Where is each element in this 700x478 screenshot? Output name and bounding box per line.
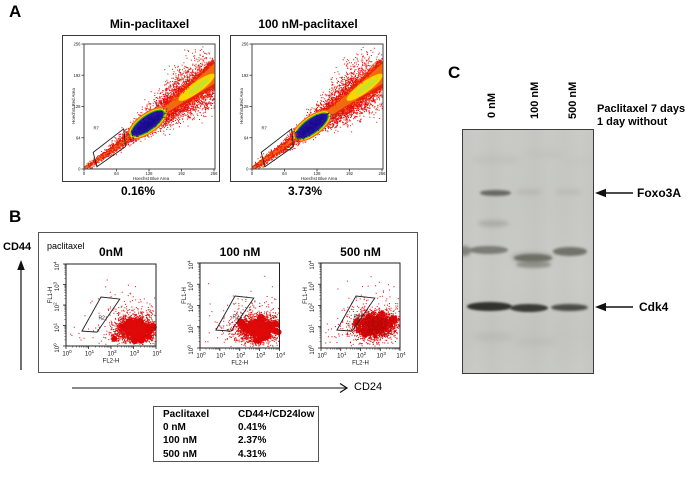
svg-text:101: 101	[187, 324, 195, 334]
svg-text:0: 0	[251, 171, 254, 176]
svg-text:100: 100	[317, 351, 327, 359]
svg-text:192: 192	[346, 171, 354, 176]
svg-text:256: 256	[211, 171, 219, 176]
svg-text:64: 64	[76, 135, 81, 140]
svg-text:Hoechst Red Area: Hoechst Red Area	[71, 88, 76, 124]
svg-text:102: 102	[236, 351, 246, 359]
svg-text:FL2-H: FL2-H	[352, 361, 369, 367]
svg-text:101: 101	[53, 322, 61, 332]
svg-text:103: 103	[308, 281, 316, 291]
svg-text:128: 128	[74, 104, 82, 109]
svg-text:102: 102	[308, 302, 316, 312]
svg-text:100: 100	[62, 349, 72, 357]
svg-text:100: 100	[308, 345, 316, 355]
svg-text:103: 103	[256, 351, 266, 359]
svg-text:101: 101	[85, 349, 95, 357]
svg-text:101: 101	[308, 324, 316, 334]
svg-text:64: 64	[244, 135, 249, 140]
svg-text:103: 103	[130, 349, 140, 357]
svg-text:Hoechst Blue Area: Hoechst Blue Area	[301, 176, 338, 181]
svg-text:102: 102	[187, 302, 195, 312]
svg-text:100: 100	[187, 345, 195, 355]
svg-text:103: 103	[187, 281, 195, 291]
svg-text:R2: R2	[233, 315, 240, 321]
svg-text:128: 128	[314, 171, 322, 176]
svg-text:102: 102	[357, 351, 367, 359]
svg-text:64: 64	[282, 171, 287, 176]
svg-text:192: 192	[178, 171, 186, 176]
svg-text:0: 0	[246, 167, 249, 172]
svg-text:R2: R2	[354, 315, 361, 321]
svg-text:256: 256	[74, 42, 82, 47]
svg-text:102: 102	[53, 302, 61, 312]
svg-text:FL2-H: FL2-H	[231, 361, 248, 367]
svg-text:Hoechst Blue Area: Hoechst Blue Area	[133, 176, 170, 181]
svg-text:102: 102	[107, 349, 117, 357]
svg-text:128: 128	[242, 104, 250, 109]
svg-text:128: 128	[146, 171, 154, 176]
svg-text:FL1-H: FL1-H	[303, 287, 309, 304]
svg-text:192: 192	[242, 73, 250, 78]
svg-text:192: 192	[74, 73, 82, 78]
svg-text:101: 101	[337, 351, 347, 359]
svg-text:103: 103	[53, 281, 61, 291]
svg-text:FL1-H: FL1-H	[182, 287, 188, 304]
svg-text:Hoechst Red Area: Hoechst Red Area	[239, 88, 244, 124]
svg-text:100: 100	[53, 343, 61, 353]
svg-text:0: 0	[83, 171, 86, 176]
svg-text:FL1-H: FL1-H	[48, 287, 54, 304]
svg-text:256: 256	[379, 171, 387, 176]
svg-text:104: 104	[308, 260, 316, 270]
svg-text:104: 104	[396, 351, 406, 359]
svg-text:0: 0	[78, 167, 81, 172]
svg-text:R7: R7	[262, 126, 268, 131]
svg-text:R7: R7	[94, 126, 100, 131]
svg-text:104: 104	[187, 260, 195, 270]
svg-text:104: 104	[53, 261, 61, 271]
svg-text:100: 100	[196, 351, 206, 359]
svg-text:64: 64	[114, 171, 119, 176]
svg-text:FL2-H: FL2-H	[103, 359, 120, 365]
svg-text:256: 256	[242, 42, 250, 47]
svg-text:R2: R2	[99, 316, 106, 322]
svg-text:103: 103	[377, 351, 387, 359]
svg-text:101: 101	[216, 351, 226, 359]
svg-text:104: 104	[152, 349, 162, 357]
svg-text:104: 104	[276, 351, 286, 359]
